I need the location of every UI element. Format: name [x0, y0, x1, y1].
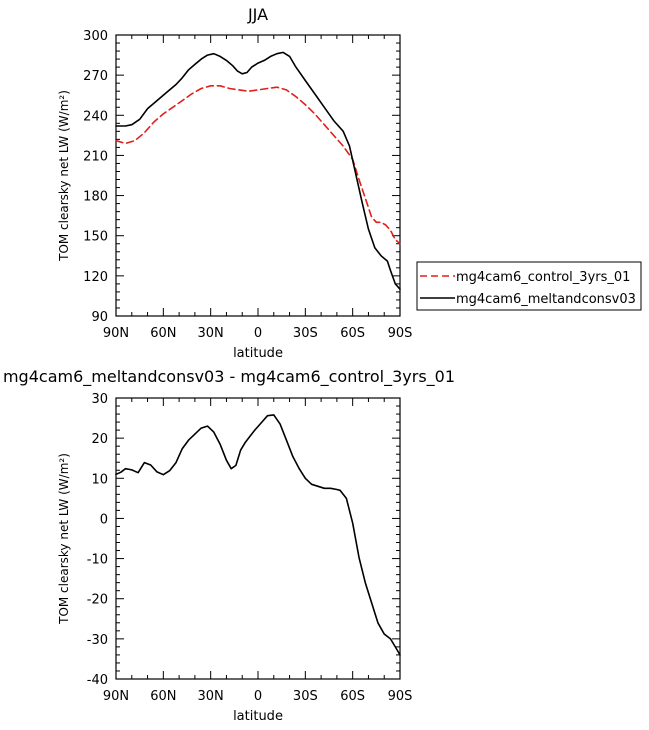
legend-label-2: mg4cam6_meltandconsv03 [456, 292, 636, 307]
legend-label-1: mg4cam6_control_3yrs_01 [456, 270, 630, 285]
y-tick-label: 270 [83, 69, 108, 84]
y-axis-label: TOM clearsky net LW (W/m²) [57, 453, 71, 625]
series-line-1 [115, 414, 401, 656]
x-tick-label: 0 [254, 689, 262, 704]
x-tick-label: 30S [293, 326, 318, 341]
y-tick-label: 30 [91, 392, 108, 407]
x-tick-label: 0 [254, 326, 262, 341]
x-tick-label: 90S [388, 689, 413, 704]
x-axis-label: latitude [233, 346, 283, 361]
x-tick-label: 60N [150, 689, 176, 704]
y-tick-label: 10 [91, 472, 108, 487]
y-tick-label: 20 [91, 432, 108, 447]
x-tick-label: 90N [103, 689, 129, 704]
x-tick-label: 60S [340, 689, 365, 704]
y-tick-label: 90 [91, 310, 108, 325]
chart-title: JJA [247, 5, 268, 24]
y-tick-label: 120 [83, 270, 108, 285]
x-tick-label: 90N [103, 326, 129, 341]
series-line-2 [115, 51, 401, 290]
x-axis-label: latitude [233, 709, 283, 724]
x-tick-label: 30S [293, 689, 318, 704]
y-tick-label: -10 [87, 553, 108, 568]
y-tick-label: 180 [83, 190, 108, 205]
y-tick-label: 150 [83, 230, 108, 245]
x-tick-label: 30N [198, 689, 224, 704]
y-tick-label: 210 [83, 149, 108, 164]
y-tick-label: 0 [100, 512, 108, 527]
legend-box [416, 261, 642, 311]
x-tick-label: 60N [150, 326, 176, 341]
y-axis-label: TOM clearsky net LW (W/m²) [57, 90, 71, 262]
plot-frame [115, 397, 401, 680]
x-tick-label: 60S [340, 326, 365, 341]
x-tick-label: 30N [198, 326, 224, 341]
y-tick-label: -40 [87, 673, 108, 688]
y-tick-label: 240 [83, 109, 108, 124]
y-tick-label: 300 [83, 29, 108, 44]
chart-title: mg4cam6_meltandconsv03 - mg4cam6_control… [3, 367, 455, 387]
chart-panel-1 [115, 34, 401, 317]
y-tick-label: -20 [87, 593, 108, 608]
x-tick-label: 90S [388, 326, 413, 341]
series-line-1 [115, 85, 401, 245]
chart-panel-2 [115, 397, 401, 680]
y-tick-label: -30 [87, 633, 108, 648]
